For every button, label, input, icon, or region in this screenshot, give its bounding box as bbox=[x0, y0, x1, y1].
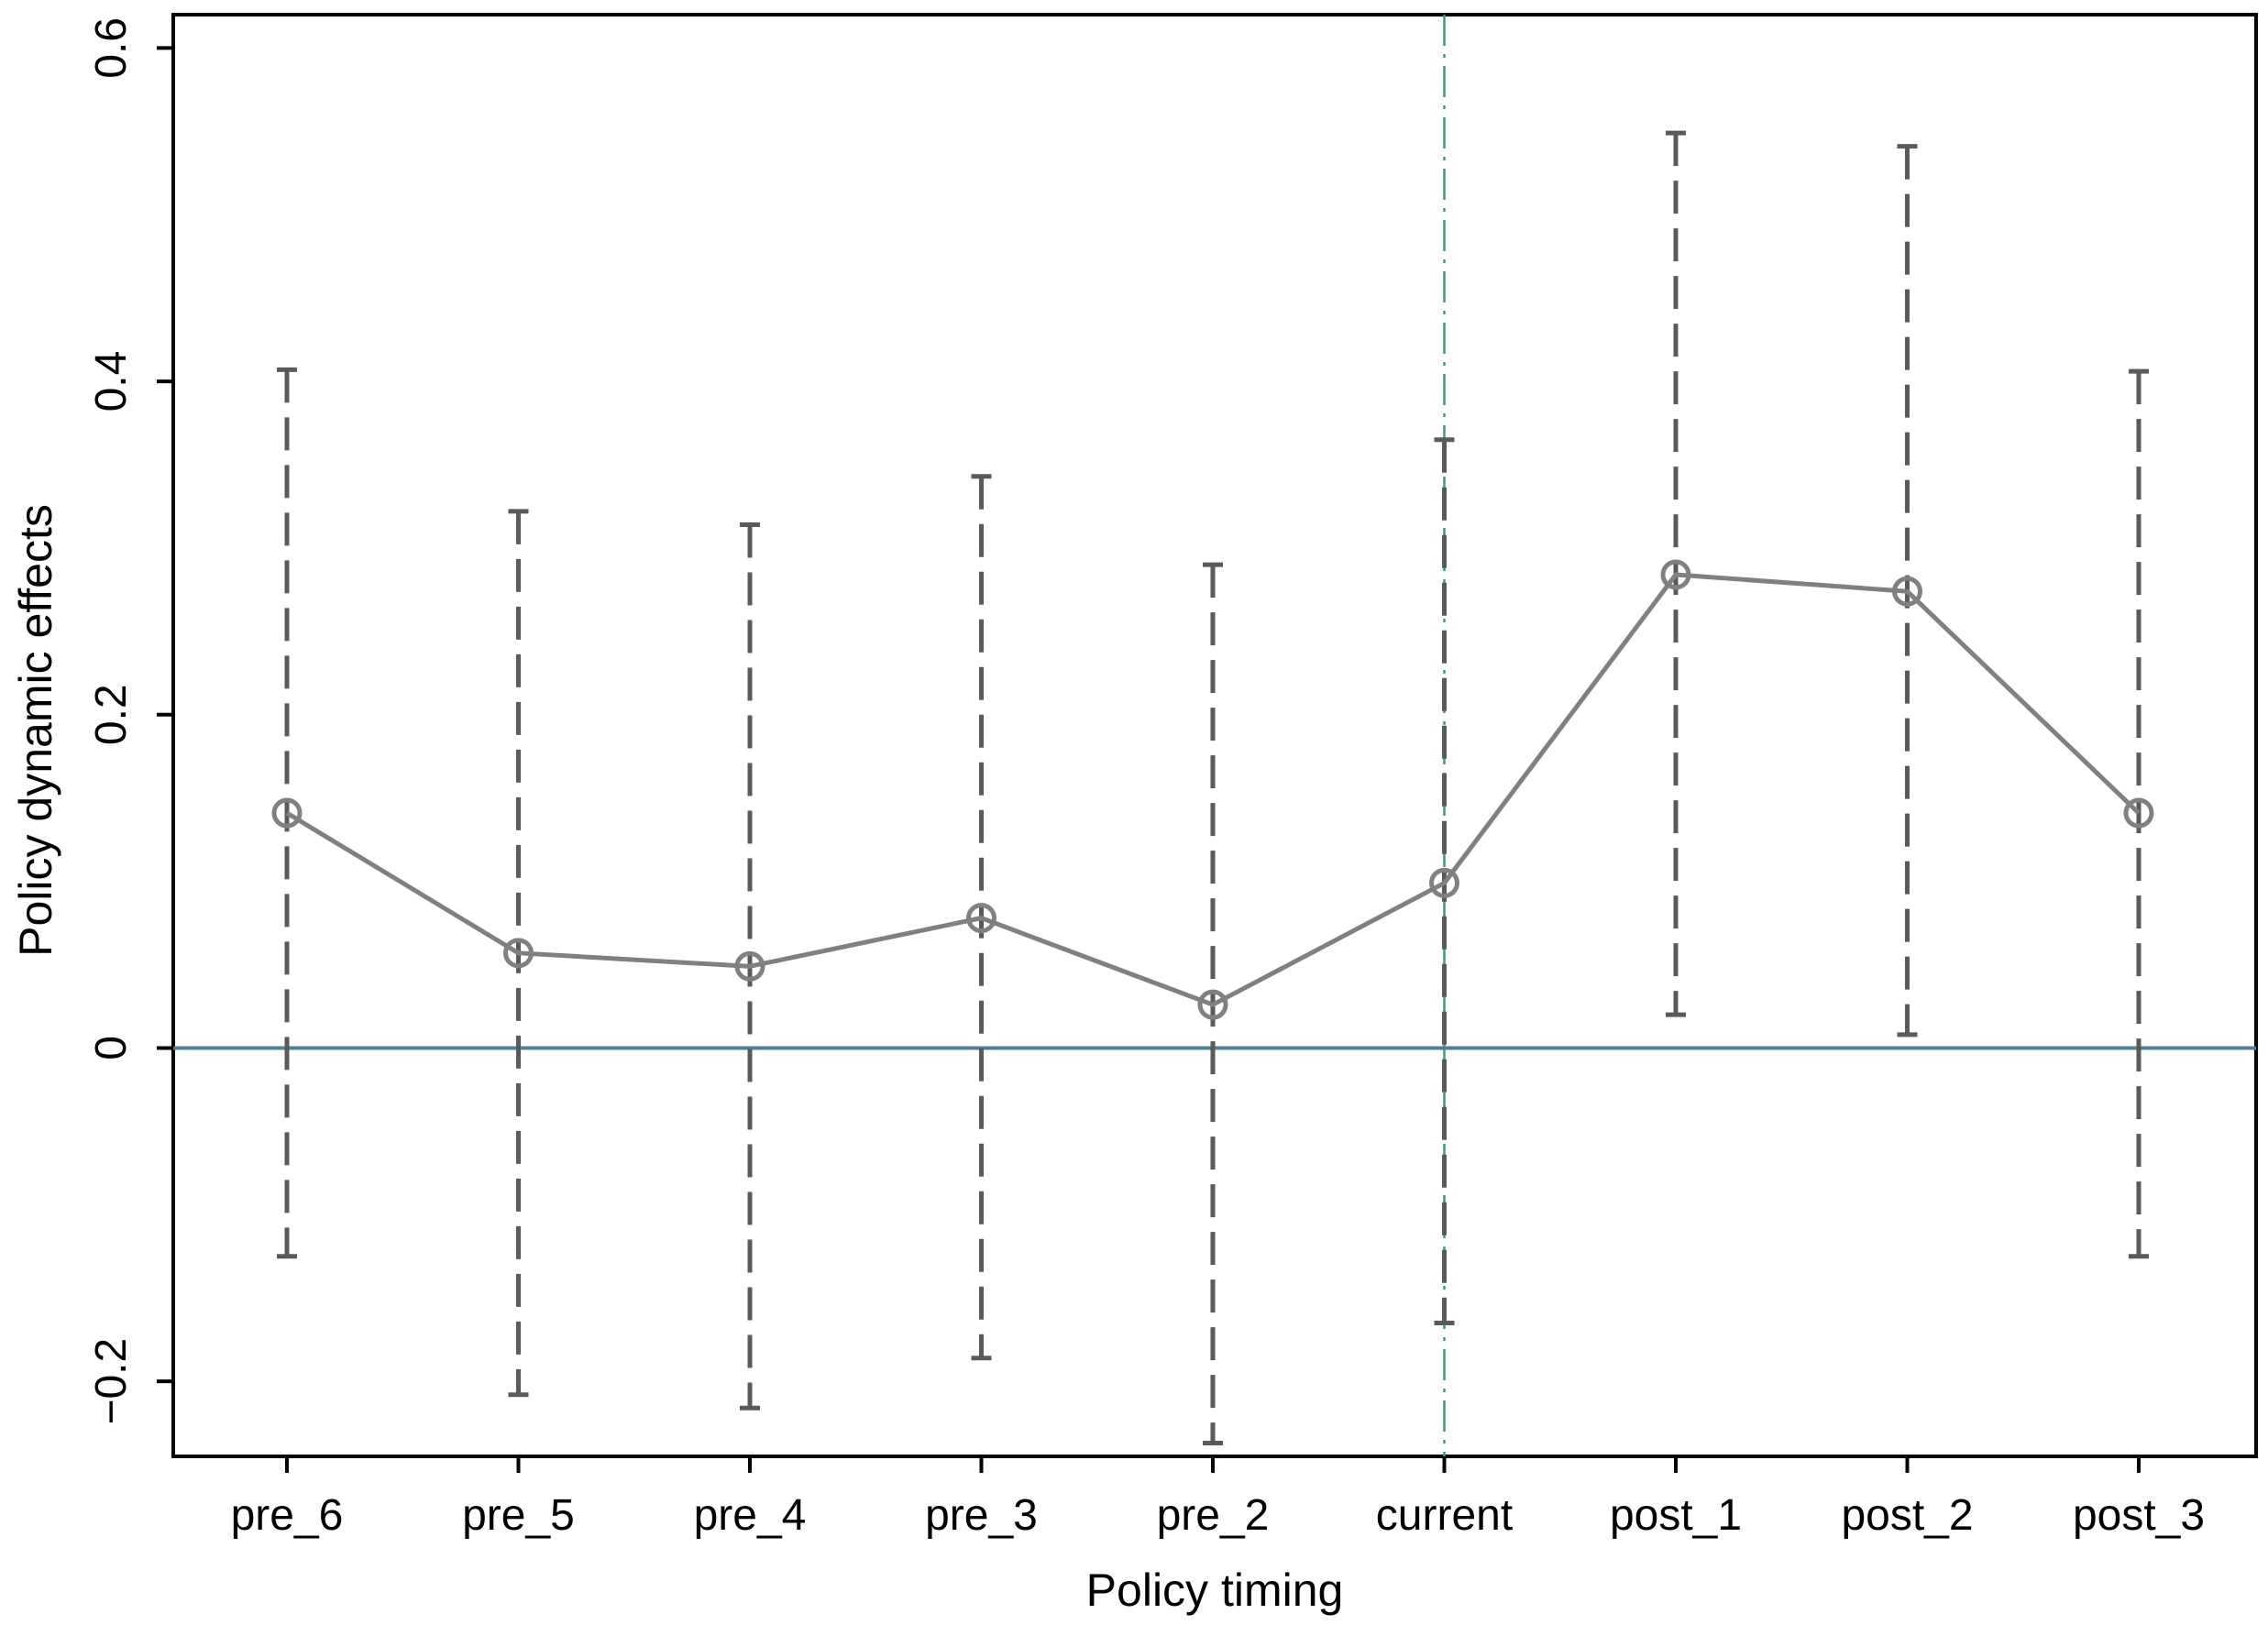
y-tick-label-1: 0 bbox=[87, 1036, 136, 1060]
x-tick-label-current: current bbox=[1376, 1491, 1513, 1540]
y-tick-label-0: −0.2 bbox=[87, 1338, 136, 1425]
y-tick-label-2: 0.2 bbox=[87, 684, 136, 745]
x-tick-label-pre_3: pre_3 bbox=[925, 1491, 1038, 1540]
series-polyline bbox=[285, 572, 2141, 1007]
y-axis: −0.2 0 0.2 0.4 0.6 bbox=[87, 17, 173, 1425]
x-tick-label-post_3: post_3 bbox=[2073, 1491, 2205, 1540]
y-tick-label-4: 0.6 bbox=[87, 17, 136, 79]
x-tick-label-pre_6: pre_6 bbox=[231, 1491, 344, 1540]
y-tick-label-3: 0.4 bbox=[87, 351, 136, 412]
x-tick-label-pre_5: pre_5 bbox=[462, 1491, 575, 1540]
x-tick-label-pre_2: pre_2 bbox=[1157, 1491, 1270, 1540]
point-pre_5 bbox=[503, 938, 534, 969]
series-line bbox=[285, 572, 2141, 1007]
confidence-intervals bbox=[277, 130, 2149, 1445]
point-pre_4 bbox=[734, 950, 765, 982]
x-tick-label-post_2: post_2 bbox=[1841, 1491, 1973, 1540]
y-axis-title: Policy dynamic effects bbox=[10, 504, 61, 957]
point-post_3 bbox=[2123, 797, 2154, 829]
point-post_1 bbox=[1660, 559, 1691, 590]
point-current bbox=[1429, 867, 1459, 898]
point-post_2 bbox=[1892, 576, 1922, 607]
point-pre_6 bbox=[271, 797, 303, 829]
point-pre_3 bbox=[966, 903, 996, 934]
point-markers bbox=[271, 559, 2154, 1020]
x-tick-label-pre_4: pre_4 bbox=[694, 1491, 807, 1540]
x-tick-label-post_1: post_1 bbox=[1610, 1491, 1742, 1540]
x-axis: pre_6 pre_5 pre_4 pre_3 pre_2 current post_1 po… bbox=[231, 1456, 2205, 1540]
x-axis-title: Policy timing bbox=[1086, 1565, 1344, 1616]
point-pre_2 bbox=[1197, 989, 1228, 1020]
